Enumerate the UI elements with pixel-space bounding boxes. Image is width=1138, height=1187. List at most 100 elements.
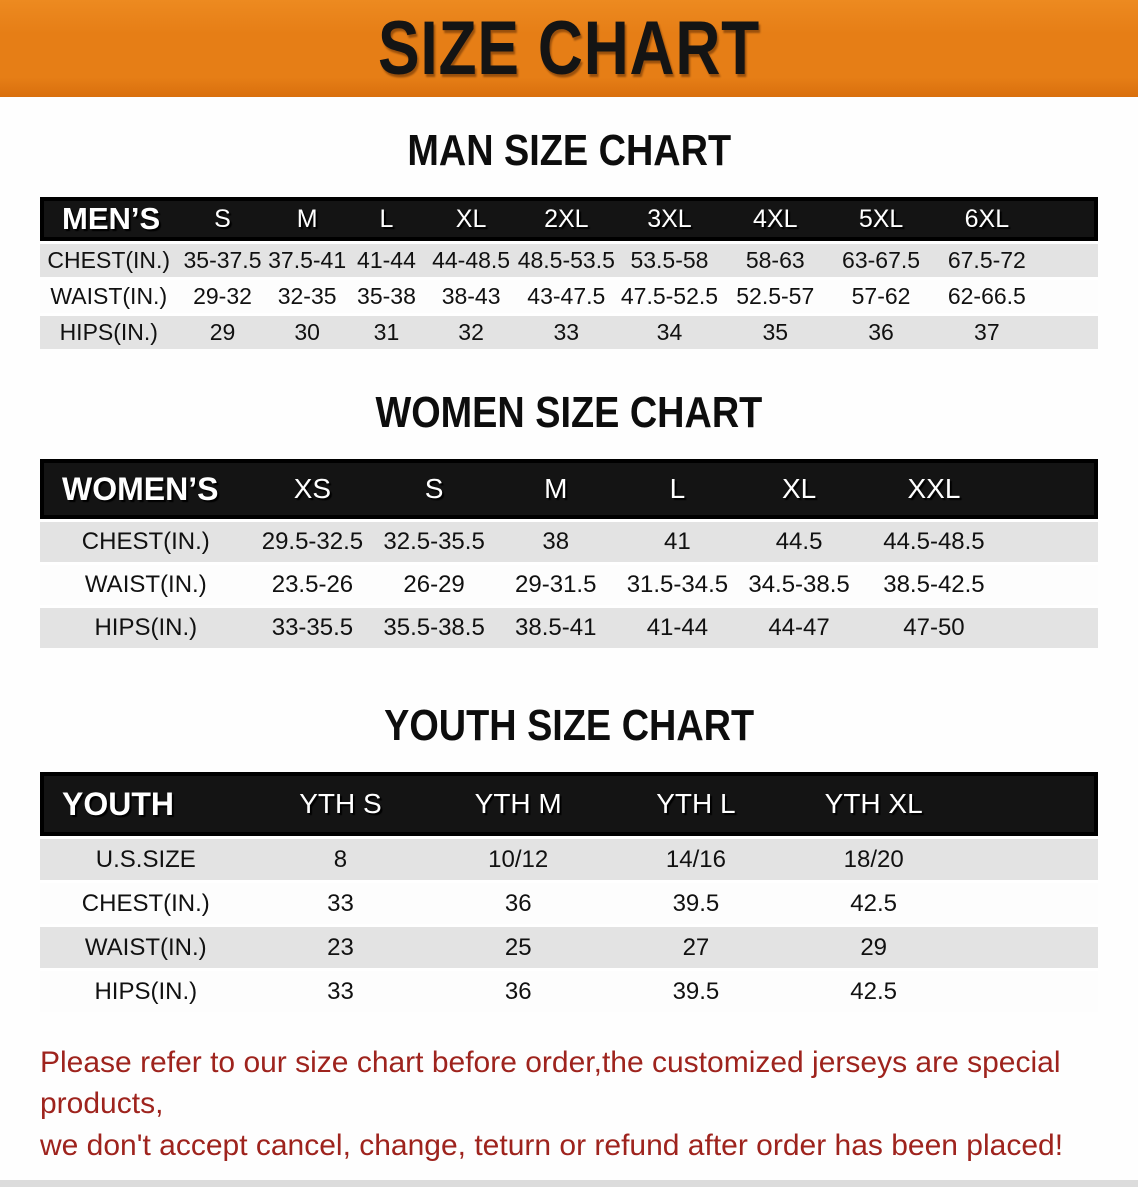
women-size-value: 29.5-32.5 [251,519,374,562]
youth-size-value: 29 [784,924,963,968]
youth-row-label: WAIST(IN.) [40,924,252,968]
youth-size-value: 36 [429,968,608,1012]
youth-table-label: YOUTH [40,772,252,836]
youth-size-value: 42.5 [784,880,963,924]
men-size-value: 37 [933,313,1040,349]
men-size-value: 48.5-53.5 [516,241,617,277]
women-size-value: 47-50 [859,605,1008,648]
men-size-value: 35 [722,313,829,349]
men-size-value: 37.5-41 [267,241,347,277]
men-size-value: 43-47.5 [516,277,617,313]
disclaimer-text: Please refer to our size chart before or… [40,1042,1110,1166]
women-row-spacer [1008,605,1098,648]
youth-size-value: 23 [251,924,430,968]
men-size-value: 36 [828,313,934,349]
men-size-value: 35-38 [346,277,427,313]
men-row-spacer [1039,277,1098,313]
youth-size-table: YOUTH YTH S YTH M YTH L YTH XL U.S.SIZE 8 10/1… [40,772,1098,1012]
disclaimer-line-1: Please refer to our size chart before or… [40,1046,1061,1121]
women-size-header: XXL [859,459,1008,519]
women-size-table: WOMEN’S XS S M L XL XXL CHEST(IN.) 29.5-32.5 32.… [40,459,1098,648]
men-size-value: 47.5-52.5 [616,277,723,313]
women-size-value: 41 [616,519,739,562]
youth-size-value: 18/20 [784,836,963,880]
women-size-value: 38.5-41 [494,605,617,648]
youth-size-value: 33 [251,968,430,1012]
youth-size-header: YTH XL [784,772,963,836]
women-row-label: WAIST(IN.) [40,562,252,605]
men-header-spacer [1039,197,1098,241]
men-size-value: 38-43 [426,277,517,313]
men-size-value: 41-44 [346,241,427,277]
women-size-header: L [616,459,739,519]
men-size-value: 31 [346,313,427,349]
youth-size-chart-heading: YOUTH SIZE CHART [0,704,1138,748]
youth-row-spacer [962,880,1098,924]
men-table-label: MEN’S [40,197,178,241]
women-row-label: HIPS(IN.) [40,605,252,648]
men-row-spacer [1039,313,1098,349]
youth-size-value: 39.5 [607,968,785,1012]
youth-row-1: CHEST(IN.) 33 36 39.5 42.5 [40,880,1098,924]
men-size-value: 58-63 [722,241,829,277]
youth-size-value: 8 [251,836,430,880]
disclaimer-line-2: we don't accept cancel, change, teturn o… [40,1128,1064,1162]
youth-row-spacer [962,836,1098,880]
women-size-value: 26-29 [373,562,495,605]
man-size-chart-heading-text: MAN SIZE CHART [407,126,731,175]
women-size-value: 44-47 [738,605,860,648]
youth-size-table-wrap: YOUTH YTH S YTH M YTH L YTH XL U.S.SIZE 8 10/1… [40,772,1098,1012]
youth-size-value: 42.5 [784,968,963,1012]
men-size-value: 32 [426,313,517,349]
women-row-0: CHEST(IN.) 29.5-32.5 32.5-35.5 38 41 44.5 44.5… [40,519,1098,562]
youth-row-label: HIPS(IN.) [40,968,252,1012]
youth-size-value: 39.5 [607,880,785,924]
men-row-1: WAIST(IN.) 29-32 32-35 35-38 38-43 43-47.5 47.… [40,277,1098,313]
men-size-header: 3XL [616,197,723,241]
women-size-value: 23.5-26 [251,562,374,605]
men-size-value: 52.5-57 [722,277,829,313]
youth-row-spacer [962,924,1098,968]
men-row-label: CHEST(IN.) [40,241,178,277]
women-row-spacer [1008,519,1098,562]
men-size-header: 2XL [516,197,617,241]
women-size-value: 44.5 [738,519,860,562]
men-size-value: 34 [616,313,723,349]
youth-size-header: YTH M [429,772,608,836]
women-size-value: 38.5-42.5 [859,562,1008,605]
youth-size-header: YTH L [607,772,785,836]
men-row-0: CHEST(IN.) 35-37.5 37.5-41 41-44 44-48.5 48.5… [40,241,1098,277]
youth-size-value: 10/12 [429,836,608,880]
women-size-value: 33-35.5 [251,605,374,648]
women-table-label: WOMEN’S [40,459,252,519]
women-size-value: 32.5-35.5 [373,519,495,562]
women-row-1: WAIST(IN.) 23.5-26 26-29 29-31.5 31.5-34.5 34… [40,562,1098,605]
men-row-spacer [1039,241,1098,277]
women-row-2: HIPS(IN.) 33-35.5 35.5-38.5 38.5-41 41-44 44-… [40,605,1098,648]
men-size-header: L [346,197,427,241]
men-size-value: 44-48.5 [426,241,517,277]
men-size-value: 30 [267,313,347,349]
youth-row-0: U.S.SIZE 8 10/12 14/16 18/20 [40,836,1098,880]
men-row-2: HIPS(IN.) 29 30 31 32 33 34 35 36 37 [40,313,1098,349]
women-size-value: 44.5-48.5 [859,519,1008,562]
women-size-value: 31.5-34.5 [616,562,739,605]
men-size-value: 29-32 [177,277,268,313]
men-size-header: M [267,197,347,241]
women-size-chart-heading-text: WOMEN SIZE CHART [375,388,763,437]
men-size-value: 32-35 [267,277,347,313]
men-size-value: 29 [177,313,268,349]
women-row-spacer [1008,562,1098,605]
men-size-header: XL [426,197,517,241]
youth-size-value: 27 [607,924,785,968]
women-row-label: CHEST(IN.) [40,519,252,562]
youth-row-3: HIPS(IN.) 33 36 39.5 42.5 [40,968,1098,1012]
men-size-value: 57-62 [828,277,934,313]
women-size-header: M [494,459,617,519]
men-size-table: MEN’S S M L XL 2XL 3XL 4XL 5XL 6XL CHEST(IN.) 35-3… [40,197,1098,349]
man-size-chart-heading: MAN SIZE CHART [0,129,1138,173]
women-size-value: 35.5-38.5 [373,605,495,648]
men-size-value: 67.5-72 [933,241,1040,277]
men-size-value: 53.5-58 [616,241,723,277]
bottom-divider [0,1180,1138,1187]
